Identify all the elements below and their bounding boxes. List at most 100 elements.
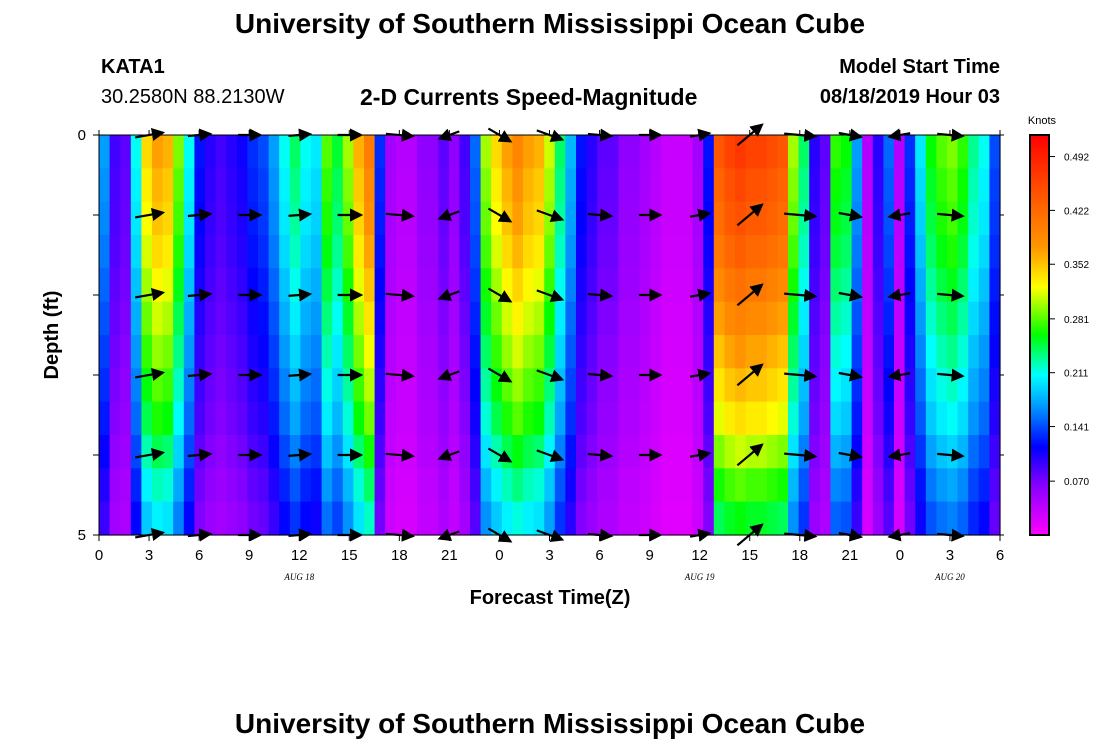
- heatmap-cell: [374, 301, 386, 336]
- heatmap-cell: [152, 401, 164, 436]
- heatmap-cell: [417, 135, 429, 169]
- heatmap-cell: [798, 135, 810, 169]
- heatmap-cell: [629, 501, 641, 536]
- heatmap-cell: [724, 168, 736, 203]
- heatmap-cell: [936, 468, 948, 503]
- heatmap-cell: [448, 435, 460, 469]
- heatmap-cell: [724, 501, 736, 536]
- heatmap-cell: [395, 235, 407, 269]
- heatmap-cell: [936, 435, 948, 469]
- heatmap-cell: [247, 368, 259, 403]
- heatmap-cell: [586, 168, 598, 203]
- heatmap-cell: [713, 201, 725, 236]
- heatmap-cell: [374, 368, 386, 403]
- heatmap-cell: [872, 501, 884, 536]
- heatmap-cell: [470, 135, 482, 169]
- current-vector: [587, 288, 614, 302]
- heatmap-cell: [109, 368, 121, 403]
- heatmap-cell: [459, 301, 471, 336]
- heatmap-cell: [639, 301, 651, 336]
- heatmap-cell: [830, 235, 842, 269]
- x-tick-label: 12: [291, 547, 308, 564]
- heatmap-cell: [300, 268, 312, 303]
- heatmap-cell: [395, 201, 407, 236]
- heatmap-cell: [915, 135, 927, 169]
- x-tick-label: 9: [245, 547, 253, 564]
- heatmap-cell: [586, 468, 598, 503]
- heatmap-cell: [236, 501, 248, 536]
- heatmap-cell: [332, 401, 344, 436]
- heatmap-cell: [576, 335, 588, 369]
- heatmap-cell: [194, 335, 206, 369]
- heatmap-cell: [342, 335, 354, 369]
- heatmap-cell: [671, 468, 683, 503]
- heatmap-cell: [491, 235, 503, 269]
- heatmap-cell: [226, 468, 238, 503]
- heatmap-cell: [152, 135, 164, 169]
- heatmap-cell: [819, 235, 831, 269]
- colorbar-tick-label: 0.422: [1064, 206, 1089, 217]
- heatmap-cell: [671, 435, 683, 469]
- heatmap-cell: [162, 501, 174, 536]
- heatmap-cell: [215, 401, 227, 436]
- heatmap-cell: [279, 168, 291, 203]
- heatmap-cell: [788, 301, 800, 336]
- heatmap-cell: [152, 335, 164, 369]
- heatmap-cell: [279, 235, 291, 269]
- heatmap-cell: [915, 501, 927, 536]
- heatmap-cell: [205, 468, 217, 503]
- heatmap-cell: [321, 501, 333, 536]
- heatmap-cell: [607, 468, 619, 503]
- heatmap-cell: [968, 301, 980, 336]
- heatmap-cell: [798, 301, 810, 336]
- heatmap-cell: [427, 368, 439, 403]
- heatmap-cell: [925, 235, 937, 269]
- heatmap-cell: [639, 235, 651, 269]
- heatmap-cell: [289, 468, 301, 503]
- heatmap-cell: [459, 335, 471, 369]
- heatmap-cell: [289, 435, 301, 469]
- current-vector: [536, 369, 565, 383]
- heatmap-cell: [851, 335, 863, 369]
- heatmap-cell: [236, 235, 248, 269]
- heatmap-cell: [374, 401, 386, 436]
- heatmap-cell: [650, 135, 662, 169]
- heatmap-cell: [841, 335, 853, 369]
- heatmap-cell: [183, 435, 195, 469]
- heatmap-cell: [523, 368, 535, 403]
- heatmap-cell: [989, 468, 1001, 503]
- heatmap-cell: [395, 468, 407, 503]
- heatmap-cell: [947, 468, 959, 503]
- heatmap-cell: [247, 501, 259, 536]
- heatmap-cell: [735, 235, 747, 269]
- heatmap-cell: [342, 435, 354, 469]
- heatmap-cell: [978, 301, 990, 336]
- heatmap-cell: [586, 135, 598, 169]
- heatmap-cell: [417, 301, 429, 336]
- heatmap-cell: [872, 168, 884, 203]
- heatmap-cell: [332, 368, 344, 403]
- heatmap-cell: [205, 201, 217, 236]
- heatmap-cell: [957, 468, 969, 503]
- heatmap-cell: [236, 368, 248, 403]
- heatmap-cell: [809, 468, 821, 503]
- heatmap-cell: [915, 468, 927, 503]
- heatmap-cell: [332, 168, 344, 203]
- heatmap-cell: [512, 435, 524, 469]
- heatmap-cell: [692, 335, 704, 369]
- heatmap-cell: [226, 335, 238, 369]
- heatmap-cell: [830, 201, 842, 236]
- heatmap-cell: [300, 135, 312, 169]
- heatmap-cell: [99, 301, 111, 336]
- heatmap-cell: [682, 301, 694, 336]
- heatmap-cell: [417, 368, 429, 403]
- heatmap-cell: [957, 335, 969, 369]
- heatmap-cell: [215, 368, 227, 403]
- heatmap-cell: [226, 368, 238, 403]
- heatmap-cell: [395, 168, 407, 203]
- heatmap-cell: [777, 468, 789, 503]
- heatmap-cell: [947, 135, 959, 169]
- heatmap-cell: [851, 268, 863, 303]
- heatmap-cell: [247, 235, 259, 269]
- heatmap-cell: [523, 468, 535, 503]
